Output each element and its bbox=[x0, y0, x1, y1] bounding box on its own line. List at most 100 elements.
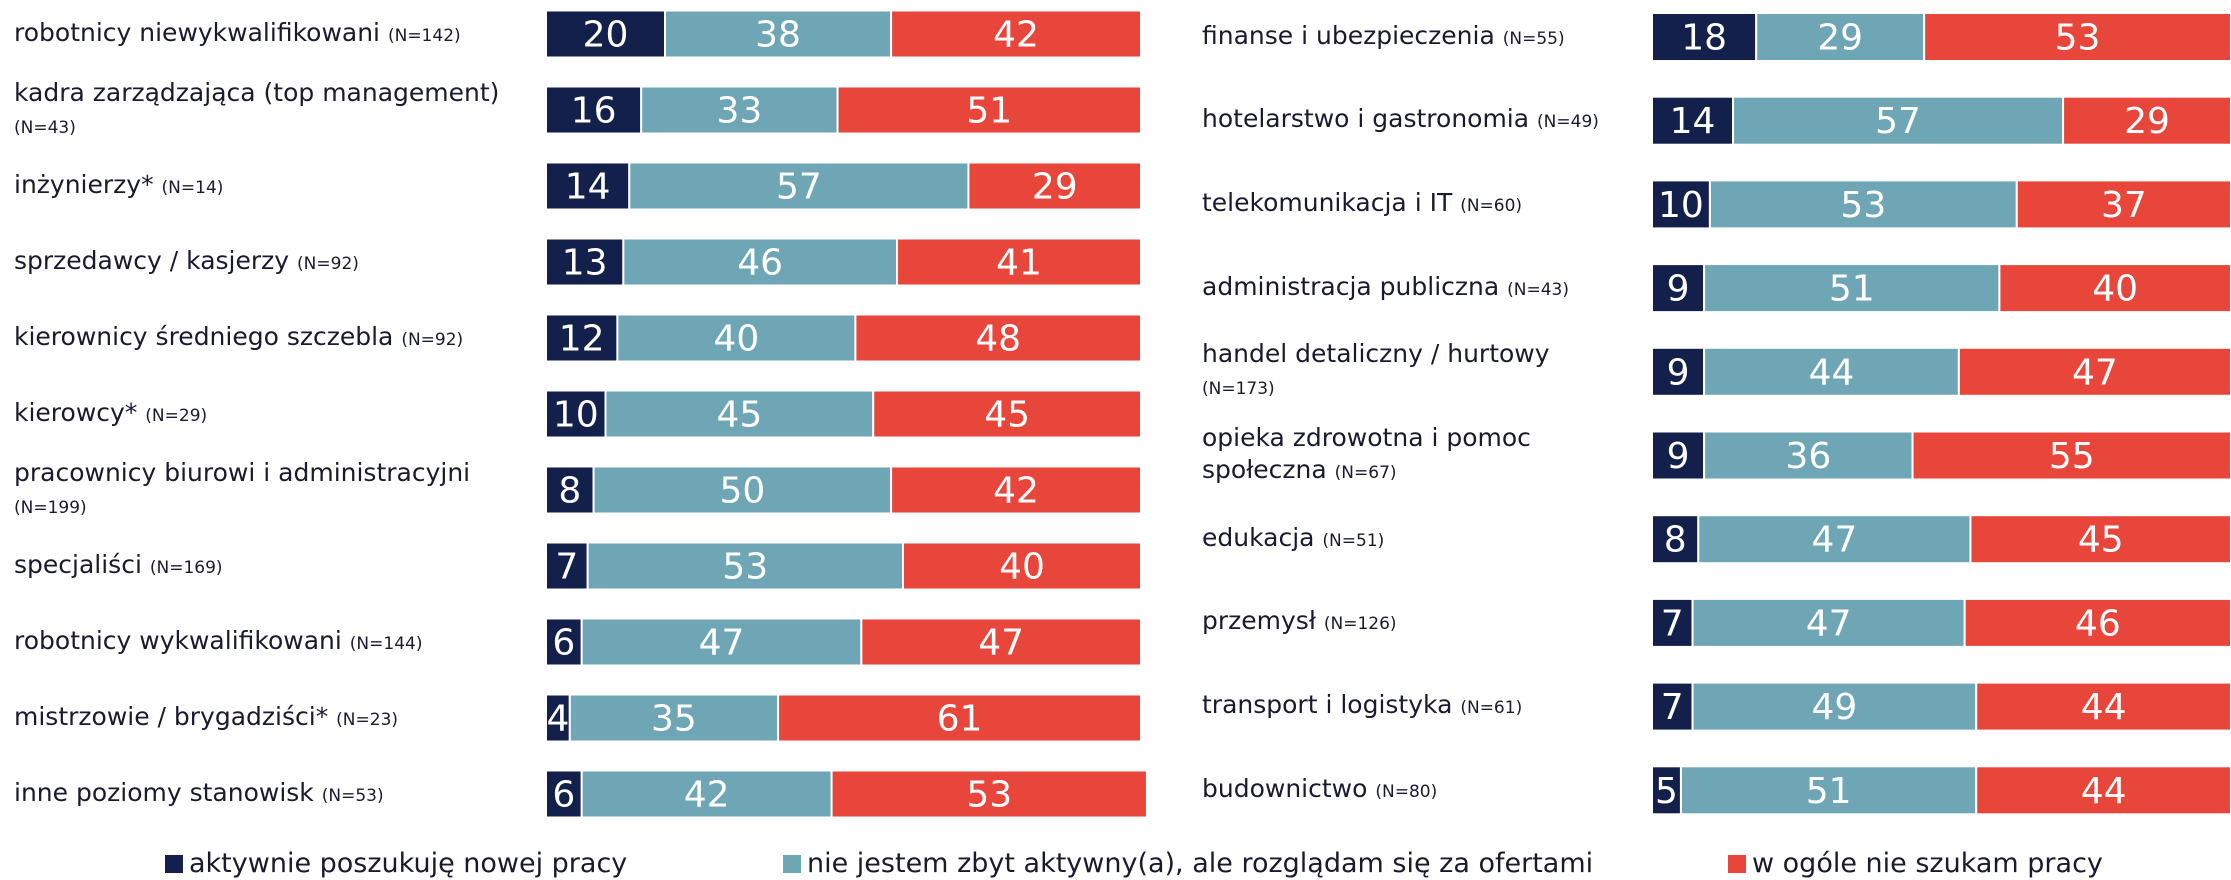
value-label: 33 bbox=[716, 91, 762, 132]
bar-segment bbox=[1679, 765, 1978, 816]
value-label: 47 bbox=[699, 623, 745, 664]
value-label: 47 bbox=[1806, 603, 1852, 644]
bar-segment bbox=[890, 9, 1142, 59]
category-text: inżynierzy* (N=14) bbox=[14, 169, 223, 204]
category-note: (N=51) bbox=[1322, 530, 1385, 551]
value-label: 53 bbox=[966, 775, 1012, 816]
category-text: telekomunikacja i IT (N=60) bbox=[1202, 187, 1522, 222]
bar-segment bbox=[1957, 346, 2231, 397]
bar-segment bbox=[545, 617, 583, 667]
value-label: 61 bbox=[937, 699, 983, 740]
bar-segment bbox=[568, 693, 780, 743]
value-label: 6 bbox=[552, 623, 575, 664]
value-label: 14 bbox=[1670, 101, 1716, 142]
bar-segment bbox=[664, 9, 893, 59]
bar-segment bbox=[1691, 681, 1978, 732]
bar-segment bbox=[1651, 597, 1694, 648]
category-name: robotnicy niewykwalifikowani bbox=[14, 17, 381, 47]
value-label: 53 bbox=[722, 547, 768, 588]
legend-swatch bbox=[165, 854, 183, 873]
value-label: 51 bbox=[1806, 771, 1852, 812]
category-note: (N=173) bbox=[1202, 379, 1275, 400]
bar-segment bbox=[1691, 597, 1966, 648]
category-note: (N=67) bbox=[1334, 462, 1397, 483]
category-text: robotnicy wykwalifikowani (N=144) bbox=[14, 625, 422, 660]
bar-segment bbox=[854, 313, 1143, 363]
value-label: 8 bbox=[1664, 520, 1687, 561]
bar-segment bbox=[545, 237, 625, 287]
category-note: (N=55) bbox=[1502, 28, 1565, 49]
category-text: administracja publiczna (N=43) bbox=[1202, 271, 1569, 306]
bar-segment bbox=[545, 313, 619, 363]
value-label: 57 bbox=[776, 167, 822, 208]
value-label: 47 bbox=[978, 623, 1024, 664]
category-name: administracja publiczna bbox=[1202, 271, 1500, 301]
bar-segment bbox=[836, 85, 1142, 135]
category-name: opieka zdrowotna i pomoc społeczna bbox=[1202, 422, 1531, 484]
value-label: 41 bbox=[996, 243, 1042, 284]
bar-segment bbox=[580, 617, 863, 667]
value-label: 40 bbox=[2092, 269, 2138, 310]
category-label: pracownicy biurowi i administracyjni (N=… bbox=[14, 452, 514, 528]
bar-segment bbox=[896, 237, 1142, 287]
category-label: robotnicy wykwalifikowani (N=144) bbox=[14, 604, 514, 680]
category-note: (N=43) bbox=[1507, 279, 1569, 300]
category-note: (N=92) bbox=[401, 329, 464, 350]
value-label: 42 bbox=[684, 775, 730, 816]
value-label: 40 bbox=[999, 547, 1045, 588]
category-text: kierownicy średniego szczebla (N=92) bbox=[14, 321, 463, 356]
value-label: 35 bbox=[651, 699, 697, 740]
category-name: telekomunikacja i IT bbox=[1202, 187, 1453, 217]
legend-label: w ogóle nie szukam pracy bbox=[1752, 848, 2103, 879]
value-label: 18 bbox=[1681, 18, 1727, 59]
bar-segment bbox=[830, 769, 1148, 819]
legend-label: aktywnie poszukuję nowej pracy bbox=[189, 848, 628, 879]
category-text: edukacja (N=51) bbox=[1202, 522, 1384, 557]
value-label: 45 bbox=[2078, 520, 2124, 561]
bar-segment bbox=[592, 465, 893, 515]
category-name: przemysł bbox=[1202, 606, 1316, 636]
category-name: transport i logistyka bbox=[1202, 690, 1453, 720]
value-label: 10 bbox=[1658, 185, 1704, 226]
category-label: edukacja (N=51) bbox=[1202, 497, 1602, 581]
legend-item: w ogóle nie szukam pracy bbox=[1728, 848, 2103, 879]
category-text: finanse i ubezpieczenia (N=55) bbox=[1202, 20, 1565, 55]
category-label: kierowcy* (N=29) bbox=[14, 376, 514, 452]
bar-segment bbox=[545, 465, 595, 515]
category-label: robotnicy niewykwalifikowani (N=142) bbox=[14, 0, 514, 72]
category-name: kadra zarządzająca (top management) bbox=[14, 77, 500, 107]
legend-label: nie jestem zbyt aktywny(a), ale rozgląda… bbox=[807, 848, 1594, 879]
value-label: 29 bbox=[1032, 167, 1078, 208]
category-note: (N=92) bbox=[297, 253, 359, 274]
value-label: 46 bbox=[2075, 603, 2121, 644]
category-text: kierowcy* (N=29) bbox=[14, 397, 207, 432]
category-text: handel detaliczny / hurtowy (N=173) bbox=[1202, 338, 1602, 405]
category-name: specjaliści bbox=[14, 549, 142, 579]
bar-segment bbox=[860, 617, 1142, 667]
category-note: (N=169) bbox=[149, 557, 223, 578]
value-label: 48 bbox=[975, 319, 1021, 360]
category-label: finanse i ubezpieczenia (N=55) bbox=[1202, 0, 1602, 79]
value-label: 7 bbox=[555, 547, 578, 588]
legend-item: nie jestem zbyt aktywny(a), ale rozgląda… bbox=[783, 848, 1593, 879]
category-text: budownictwo (N=80) bbox=[1202, 773, 1437, 808]
category-label: budownictwo (N=80) bbox=[1202, 748, 1602, 832]
bar-segment bbox=[604, 389, 875, 439]
category-name: pracownicy biurowi i administracyjni bbox=[14, 457, 471, 487]
bar-segment bbox=[902, 541, 1142, 591]
value-label: 47 bbox=[2072, 352, 2118, 393]
value-label: 7 bbox=[1661, 687, 1684, 728]
value-label: 4 bbox=[546, 699, 569, 740]
category-text: przemysł (N=126) bbox=[1202, 605, 1397, 640]
category-text: inne poziomy stanowisk (N=53) bbox=[14, 777, 384, 812]
category-note: (N=29) bbox=[145, 405, 208, 426]
bar-segment bbox=[640, 85, 839, 135]
bar-segment bbox=[1923, 12, 2231, 62]
category-name: kierownicy średniego szczebla bbox=[14, 321, 394, 351]
category-text: hotelarstwo i gastronomia (N=49) bbox=[1202, 103, 1599, 138]
category-text: kadra zarządzająca (top management) (N=4… bbox=[14, 77, 514, 144]
legend-item: aktywnie poszukuję nowej pracy bbox=[165, 848, 627, 879]
category-text: pracownicy biurowi i administracyjni (N=… bbox=[14, 457, 514, 524]
value-label: 42 bbox=[993, 471, 1039, 512]
